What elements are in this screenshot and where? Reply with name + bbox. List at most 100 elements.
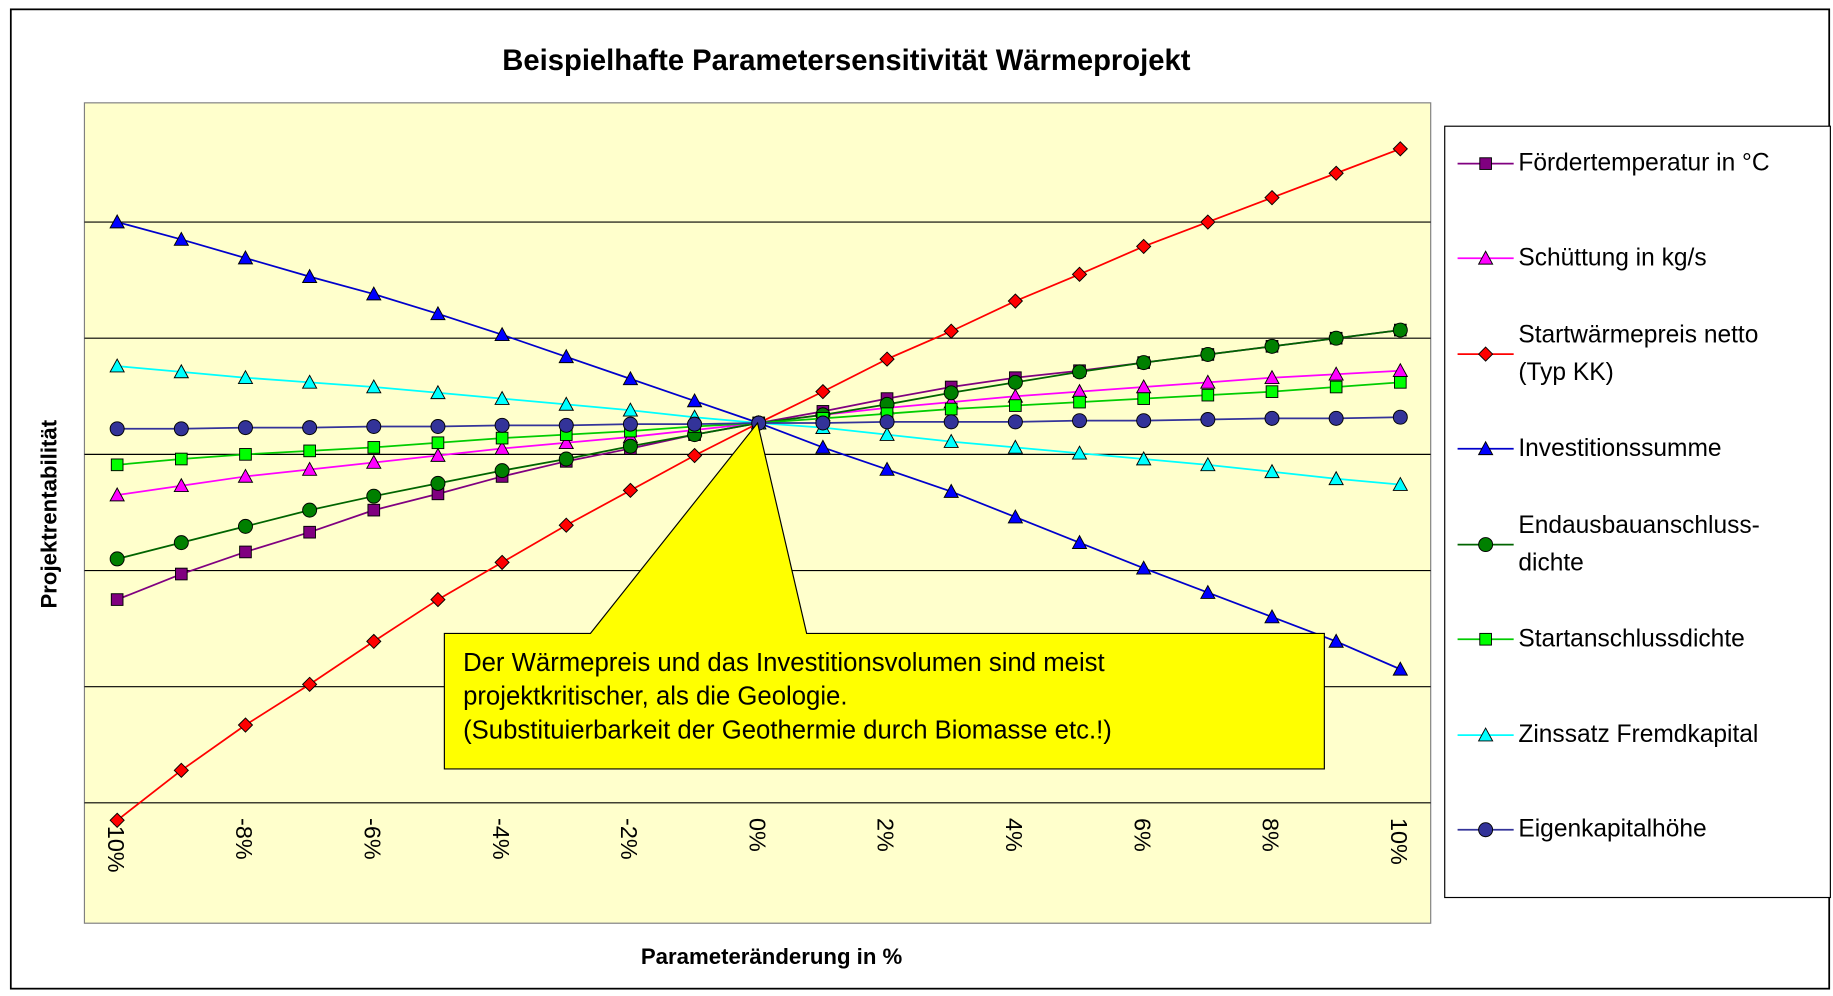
y-axis-label: Projektrentabilität [36, 419, 61, 608]
marker [109, 358, 125, 373]
marker [1007, 509, 1024, 524]
marker [815, 439, 831, 454]
marker [1479, 157, 1492, 170]
marker [1007, 293, 1024, 309]
marker [686, 447, 703, 464]
marker [1073, 395, 1086, 409]
marker [302, 420, 318, 436]
marker [1135, 451, 1152, 466]
marker [303, 444, 316, 458]
marker [303, 525, 316, 539]
marker [1007, 374, 1023, 390]
marker [1137, 392, 1150, 405]
marker [1200, 584, 1216, 599]
marker [301, 374, 318, 389]
marker [1009, 399, 1022, 412]
marker [173, 363, 190, 379]
marker [1328, 633, 1344, 648]
callout-shape [443, 421, 1325, 770]
marker [430, 419, 446, 434]
marker [558, 348, 575, 364]
marker [430, 305, 446, 321]
legend-swatch [1457, 157, 1514, 170]
marker [173, 477, 190, 493]
x-tick-label: -10% [103, 818, 129, 873]
marker [366, 633, 382, 650]
marker [1072, 364, 1088, 380]
x-tick-label: 2% [873, 818, 899, 852]
legend-swatch [1457, 250, 1514, 265]
marker [879, 414, 895, 430]
marker [879, 461, 895, 476]
marker [1394, 376, 1407, 389]
marker [558, 396, 575, 411]
marker [622, 482, 639, 499]
marker [239, 545, 252, 559]
marker [1264, 410, 1280, 426]
marker [110, 593, 124, 606]
legend-item: Endausbauanschluss-dichte [1446, 497, 1829, 592]
marker [1392, 322, 1408, 338]
x-tick-label: -2% [616, 818, 642, 860]
marker [173, 421, 189, 437]
marker [430, 591, 446, 608]
marker [365, 286, 382, 301]
marker [943, 433, 960, 448]
marker [430, 384, 446, 400]
legend-item: Fördertemperatur in °C [1446, 116, 1829, 211]
marker [943, 323, 959, 339]
marker [302, 502, 318, 518]
marker [1200, 346, 1216, 362]
marker [495, 431, 509, 445]
marker [1265, 385, 1279, 398]
marker [1328, 165, 1344, 181]
marker [494, 463, 510, 479]
marker [944, 402, 958, 416]
marker [1136, 413, 1152, 429]
legend-label: Endausbauanschluss-dichte [1518, 511, 1760, 576]
marker [1264, 609, 1280, 624]
marker [1201, 388, 1215, 402]
legend-list: Fördertemperatur in °C Schüttung in kg/s S… [1446, 116, 1829, 878]
marker [173, 535, 189, 551]
marker [879, 351, 895, 367]
legend-label: Startwärmepreis netto (Typ KK) [1518, 321, 1759, 386]
marker [239, 448, 252, 461]
marker [365, 454, 382, 469]
marker [1264, 338, 1280, 354]
marker [494, 417, 510, 433]
marker [367, 441, 381, 454]
marker [1328, 410, 1344, 426]
marker [494, 326, 510, 342]
x-axis-label: Parameteränderung in % [641, 944, 903, 969]
x-tick-label: -8% [231, 818, 257, 860]
marker [110, 458, 124, 472]
marker [1071, 445, 1088, 460]
marker [1071, 534, 1088, 549]
legend-swatch [1457, 633, 1514, 646]
legend-swatch [1457, 536, 1514, 552]
marker [109, 214, 125, 229]
callout-line: projektkritischer, als die Geologie. [463, 681, 848, 711]
legend-item: Investitionssumme [1446, 401, 1829, 496]
marker [943, 483, 960, 498]
callout-line: (Substituierbarkeit der Geothermie durch… [463, 715, 1112, 745]
marker [1329, 380, 1343, 394]
marker [1392, 476, 1409, 491]
marker [1200, 456, 1216, 472]
marker [1135, 560, 1152, 575]
marker [1200, 374, 1216, 389]
marker [494, 554, 510, 571]
marker [366, 488, 382, 504]
marker [175, 567, 188, 581]
marker [622, 416, 638, 432]
marker [558, 417, 574, 433]
marker [237, 369, 254, 385]
legend-box [1444, 125, 1831, 899]
marker [1264, 369, 1280, 385]
marker [943, 385, 959, 401]
marker [1136, 355, 1152, 371]
series [109, 362, 1409, 502]
